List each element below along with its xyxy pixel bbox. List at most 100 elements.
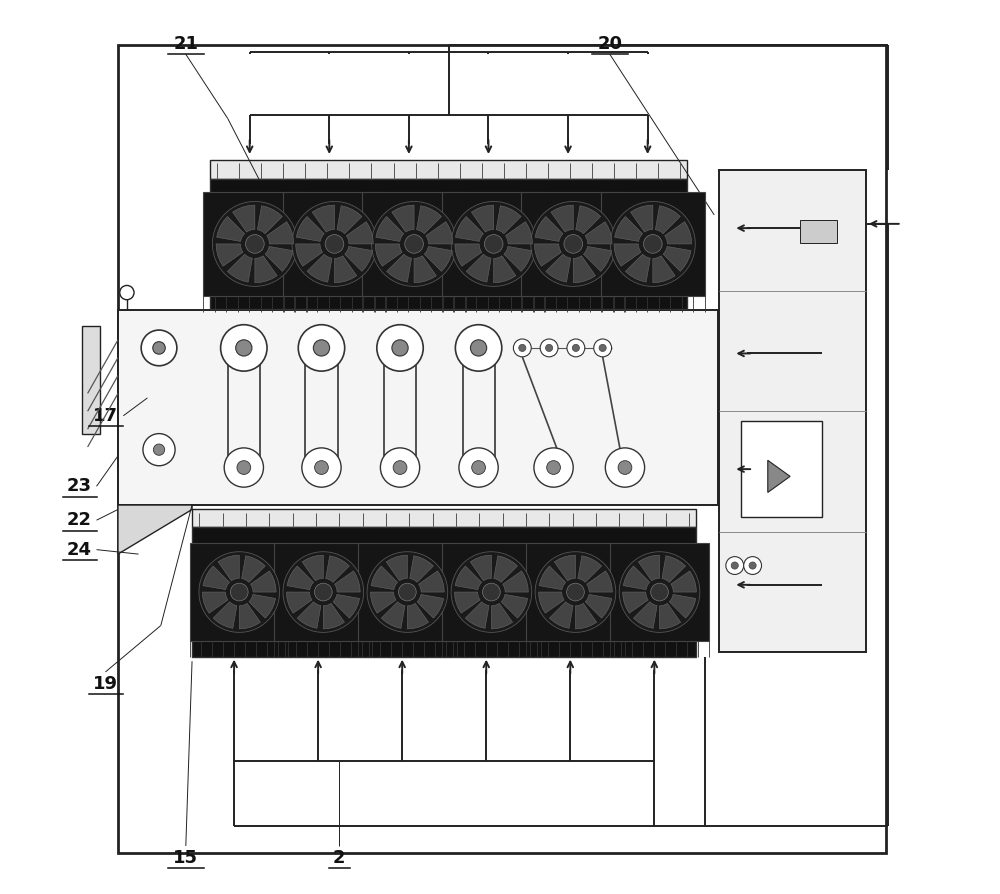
Bar: [203, 192, 307, 296]
Circle shape: [540, 339, 558, 357]
Polygon shape: [625, 254, 650, 283]
Polygon shape: [554, 555, 575, 581]
Polygon shape: [546, 254, 571, 283]
Circle shape: [534, 448, 573, 487]
Polygon shape: [370, 592, 396, 613]
Polygon shape: [297, 602, 321, 628]
Polygon shape: [392, 205, 414, 232]
Circle shape: [143, 434, 175, 466]
Circle shape: [535, 552, 616, 632]
Polygon shape: [573, 256, 596, 283]
Circle shape: [141, 330, 177, 366]
Circle shape: [236, 340, 252, 356]
Bar: [118, 310, 718, 505]
Polygon shape: [407, 603, 429, 629]
Circle shape: [619, 552, 700, 632]
Polygon shape: [203, 566, 230, 590]
Bar: [800, 220, 837, 242]
Polygon shape: [501, 595, 528, 618]
Bar: [283, 192, 386, 296]
Polygon shape: [251, 571, 276, 592]
Polygon shape: [371, 566, 398, 590]
Polygon shape: [665, 222, 692, 244]
Text: 2: 2: [333, 848, 346, 866]
Bar: [442, 543, 541, 641]
Circle shape: [221, 325, 267, 371]
Polygon shape: [410, 556, 433, 582]
Polygon shape: [455, 216, 483, 241]
Text: 22: 22: [66, 511, 91, 529]
Polygon shape: [455, 592, 480, 613]
Circle shape: [459, 448, 498, 487]
Bar: [362, 192, 466, 296]
Circle shape: [314, 583, 332, 601]
Bar: [190, 543, 288, 641]
Polygon shape: [337, 206, 362, 233]
Polygon shape: [414, 256, 436, 283]
Polygon shape: [549, 602, 573, 628]
Circle shape: [651, 583, 668, 601]
Polygon shape: [535, 216, 563, 241]
Circle shape: [393, 460, 407, 475]
Polygon shape: [539, 566, 566, 590]
Polygon shape: [585, 222, 612, 244]
Circle shape: [153, 444, 165, 455]
Circle shape: [302, 448, 341, 487]
Circle shape: [472, 460, 485, 475]
Polygon shape: [578, 556, 602, 582]
Circle shape: [224, 448, 263, 487]
Polygon shape: [551, 205, 573, 232]
Circle shape: [572, 344, 579, 351]
Polygon shape: [242, 556, 265, 582]
Circle shape: [567, 583, 584, 601]
Circle shape: [618, 460, 632, 475]
Circle shape: [513, 339, 531, 357]
Polygon shape: [426, 222, 453, 244]
Polygon shape: [466, 254, 491, 283]
Circle shape: [392, 340, 408, 356]
Circle shape: [325, 234, 344, 253]
Polygon shape: [213, 602, 237, 628]
Polygon shape: [465, 602, 489, 628]
Polygon shape: [655, 206, 680, 233]
Circle shape: [483, 583, 500, 601]
Polygon shape: [638, 555, 660, 581]
Polygon shape: [614, 244, 641, 266]
Bar: [192, 527, 696, 657]
Polygon shape: [424, 247, 452, 272]
Circle shape: [199, 552, 280, 632]
Polygon shape: [335, 571, 360, 592]
Circle shape: [283, 552, 364, 632]
Bar: [601, 192, 705, 296]
Text: 20: 20: [597, 35, 622, 53]
Polygon shape: [575, 603, 597, 629]
Polygon shape: [334, 256, 357, 283]
Bar: [610, 543, 709, 641]
Polygon shape: [257, 206, 282, 233]
Circle shape: [298, 325, 345, 371]
Circle shape: [519, 344, 526, 351]
Circle shape: [731, 562, 738, 569]
Polygon shape: [623, 592, 648, 613]
Circle shape: [470, 340, 487, 356]
Polygon shape: [296, 244, 323, 266]
Bar: [521, 192, 625, 296]
Polygon shape: [216, 244, 243, 266]
Circle shape: [531, 201, 616, 286]
Polygon shape: [496, 206, 521, 233]
Bar: [118, 46, 886, 853]
Circle shape: [367, 552, 448, 632]
Polygon shape: [118, 505, 192, 554]
Polygon shape: [218, 555, 239, 581]
Bar: [82, 326, 100, 434]
Polygon shape: [663, 247, 691, 272]
Circle shape: [237, 460, 251, 475]
Polygon shape: [539, 592, 564, 613]
Bar: [274, 543, 372, 641]
Polygon shape: [217, 216, 245, 241]
Polygon shape: [615, 216, 643, 241]
Bar: [210, 160, 687, 179]
Circle shape: [484, 234, 503, 253]
Polygon shape: [494, 556, 517, 582]
Polygon shape: [326, 556, 349, 582]
